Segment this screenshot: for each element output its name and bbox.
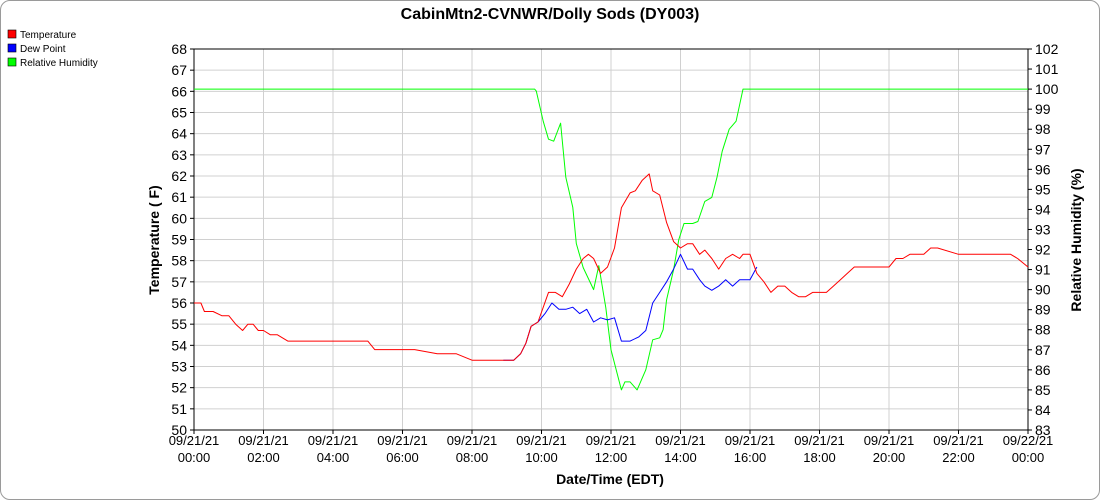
y2-tick-label: 90 <box>1035 282 1051 298</box>
y-axis-right: 83 84 85 86 87 88 89 90 91 92 93 94 95 96 97 98 99 100 101… <box>1028 41 1059 438</box>
legend: Temperature Dew Point Relative Humidity <box>7 29 98 69</box>
x-tick-time: 06:00 <box>386 450 419 465</box>
x-axis: 09/21/21 00:00 09/21/21 02:00 09/21/21 04:00 0… <box>169 430 1054 465</box>
x-tick-time: 14:00 <box>664 450 697 465</box>
y-tick-label: 58 <box>171 253 187 269</box>
y-tick-label: 60 <box>171 210 187 226</box>
y2-tick-label: 95 <box>1035 181 1051 197</box>
y-axis-label: Temperature ( F) <box>146 185 162 294</box>
x-tick-time: 16:00 <box>734 450 767 465</box>
x-tick-time: 00:00 <box>178 450 211 465</box>
grid <box>193 48 1029 431</box>
y-tick-label: 64 <box>171 126 187 142</box>
y2-tick-label: 102 <box>1035 41 1059 57</box>
x-axis-label: Date/Time (EDT) <box>556 471 664 487</box>
x-tick-date: 09/21/21 <box>933 433 984 448</box>
y2-tick-label: 92 <box>1035 242 1051 258</box>
y-tick-label: 61 <box>171 189 187 205</box>
legend-swatch-relative-humidity <box>7 57 17 67</box>
x-tick-date: 09/21/21 <box>169 433 220 448</box>
y-tick-label: 55 <box>171 316 187 332</box>
x-tick-time: 02:00 <box>247 450 280 465</box>
y2-tick-label: 101 <box>1035 61 1059 77</box>
dew-point-line <box>503 253 758 361</box>
y2-tick-label: 83 <box>1035 422 1051 438</box>
x-tick-time: 10:00 <box>525 450 558 465</box>
y2-tick-label: 98 <box>1035 121 1051 137</box>
x-tick-date: 09/21/21 <box>238 433 289 448</box>
y-tick-label: 67 <box>171 62 187 78</box>
y2-tick-label: 89 <box>1035 302 1051 318</box>
x-tick-time: 12:00 <box>595 450 628 465</box>
x-tick-time: 20:00 <box>873 450 906 465</box>
legend-label-relative-humidity: Relative Humidity <box>20 58 98 69</box>
legend-label-temperature: Temperature <box>20 30 77 41</box>
y-tick-label: 50 <box>171 422 187 438</box>
y2-axis-label: Relative Humidity (%) <box>1068 168 1084 311</box>
y2-tick-label: 85 <box>1035 382 1051 398</box>
x-tick-time: 22:00 <box>942 450 975 465</box>
y2-tick-label: 91 <box>1035 262 1051 278</box>
y2-tick-label: 99 <box>1035 101 1051 117</box>
y2-tick-label: 97 <box>1035 141 1051 157</box>
y-tick-label: 57 <box>171 274 187 290</box>
x-tick-date: 09/21/21 <box>447 433 498 448</box>
y-tick-label: 56 <box>171 295 187 311</box>
y-tick-label: 52 <box>171 380 187 396</box>
y2-tick-label: 100 <box>1035 81 1059 97</box>
temperature-line <box>194 173 1029 361</box>
y2-tick-label: 96 <box>1035 161 1051 177</box>
legend-label-dew-point: Dew Point <box>20 44 66 55</box>
x-tick-date: 09/21/21 <box>725 433 776 448</box>
x-tick-date: 09/22/21 <box>1003 433 1054 448</box>
y2-tick-label: 87 <box>1035 342 1051 358</box>
y-tick-label: 66 <box>171 83 187 99</box>
y-tick-label: 63 <box>171 147 187 163</box>
y-tick-label: 68 <box>171 41 187 57</box>
x-tick-date: 09/21/21 <box>377 433 428 448</box>
x-tick-date: 09/21/21 <box>586 433 637 448</box>
legend-swatch-dew-point <box>7 43 17 53</box>
x-tick-time: 18:00 <box>803 450 836 465</box>
y-tick-label: 65 <box>171 105 187 121</box>
series-lines <box>194 88 1029 391</box>
y2-tick-label: 84 <box>1035 402 1051 418</box>
y-tick-label: 62 <box>171 168 187 184</box>
y-tick-label: 51 <box>171 401 187 417</box>
y2-tick-label: 88 <box>1035 322 1051 338</box>
x-tick-time: 04:00 <box>317 450 350 465</box>
x-tick-time: 00:00 <box>1012 450 1045 465</box>
chart-title: CabinMtn2-CVNWR/Dolly Sods (DY003) <box>401 6 700 23</box>
x-tick-date: 09/21/21 <box>655 433 706 448</box>
x-tick-date: 09/21/21 <box>864 433 915 448</box>
y-axis-left: 50 51 52 53 54 55 56 57 58 59 60 61 62 63 64 65 66 67 68 <box>171 41 194 438</box>
x-tick-date: 09/21/21 <box>516 433 567 448</box>
x-tick-date: 09/21/21 <box>794 433 845 448</box>
y2-tick-label: 94 <box>1035 201 1051 217</box>
y2-tick-label: 86 <box>1035 362 1051 378</box>
relative-humidity-line <box>194 88 1028 391</box>
y-tick-label: 59 <box>171 232 187 248</box>
legend-swatch-temperature <box>7 29 17 39</box>
y-tick-label: 53 <box>171 359 187 375</box>
x-tick-date: 09/21/21 <box>308 433 359 448</box>
y-tick-label: 54 <box>171 337 187 353</box>
x-tick-time: 08:00 <box>456 450 489 465</box>
y2-tick-label: 93 <box>1035 221 1051 237</box>
